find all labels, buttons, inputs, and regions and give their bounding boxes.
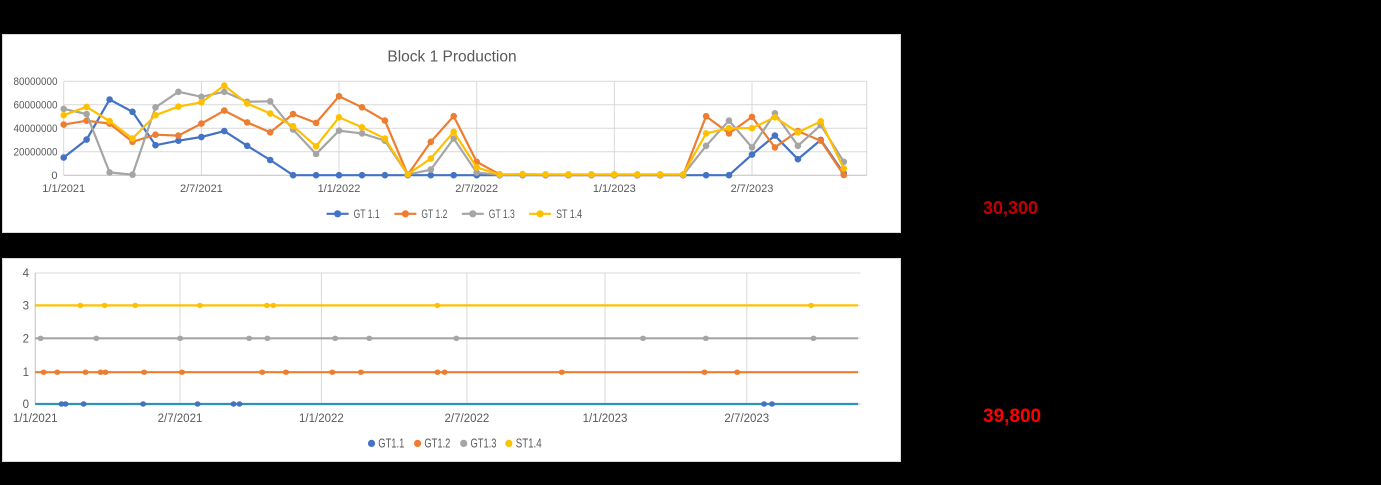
svg-text:1/1/2022: 1/1/2022 (318, 183, 361, 195)
svg-text:2/7/2022: 2/7/2022 (455, 183, 498, 195)
svg-text:GT1.3: GT1.3 (471, 437, 497, 451)
svg-text:0: 0 (51, 170, 57, 182)
svg-text:1/1/2021: 1/1/2021 (42, 183, 85, 195)
svg-text:GT1.2: GT1.2 (424, 437, 450, 451)
svg-text:3: 3 (23, 300, 29, 312)
svg-text:1: 1 (23, 367, 29, 379)
svg-text:4: 4 (23, 268, 30, 280)
svg-text:60000000: 60000000 (14, 100, 58, 112)
svg-text:Block 1 Production: Block 1 Production (387, 49, 516, 66)
svg-text:1/1/2022: 1/1/2022 (299, 413, 344, 425)
svg-text:2/7/2023: 2/7/2023 (731, 183, 774, 195)
svg-text:GT1.1: GT1.1 (378, 437, 404, 451)
svg-text:2/7/2023: 2/7/2023 (724, 413, 769, 425)
svg-text:GT 1.1: GT 1.1 (354, 207, 380, 221)
svg-text:2: 2 (23, 333, 29, 345)
svg-text:1/1/2023: 1/1/2023 (593, 183, 636, 195)
svg-text:1/1/2021: 1/1/2021 (13, 413, 58, 425)
svg-text:GT 1.2: GT 1.2 (421, 207, 447, 221)
svg-text:2/7/2022: 2/7/2022 (445, 413, 490, 425)
svg-text:1/1/2023: 1/1/2023 (583, 413, 628, 425)
svg-text:40000000: 40000000 (14, 123, 58, 135)
svg-text:0: 0 (23, 399, 29, 411)
svg-text:ST 1.4: ST 1.4 (556, 207, 582, 221)
svg-text:2/7/2021: 2/7/2021 (158, 413, 203, 425)
svg-text:2/7/2021: 2/7/2021 (180, 183, 223, 195)
svg-text:80000000: 80000000 (14, 76, 58, 88)
svg-text:ST1.4: ST1.4 (516, 437, 542, 451)
svg-text:GT 1.3: GT 1.3 (489, 207, 515, 221)
svg-text:20000000: 20000000 (14, 147, 58, 159)
